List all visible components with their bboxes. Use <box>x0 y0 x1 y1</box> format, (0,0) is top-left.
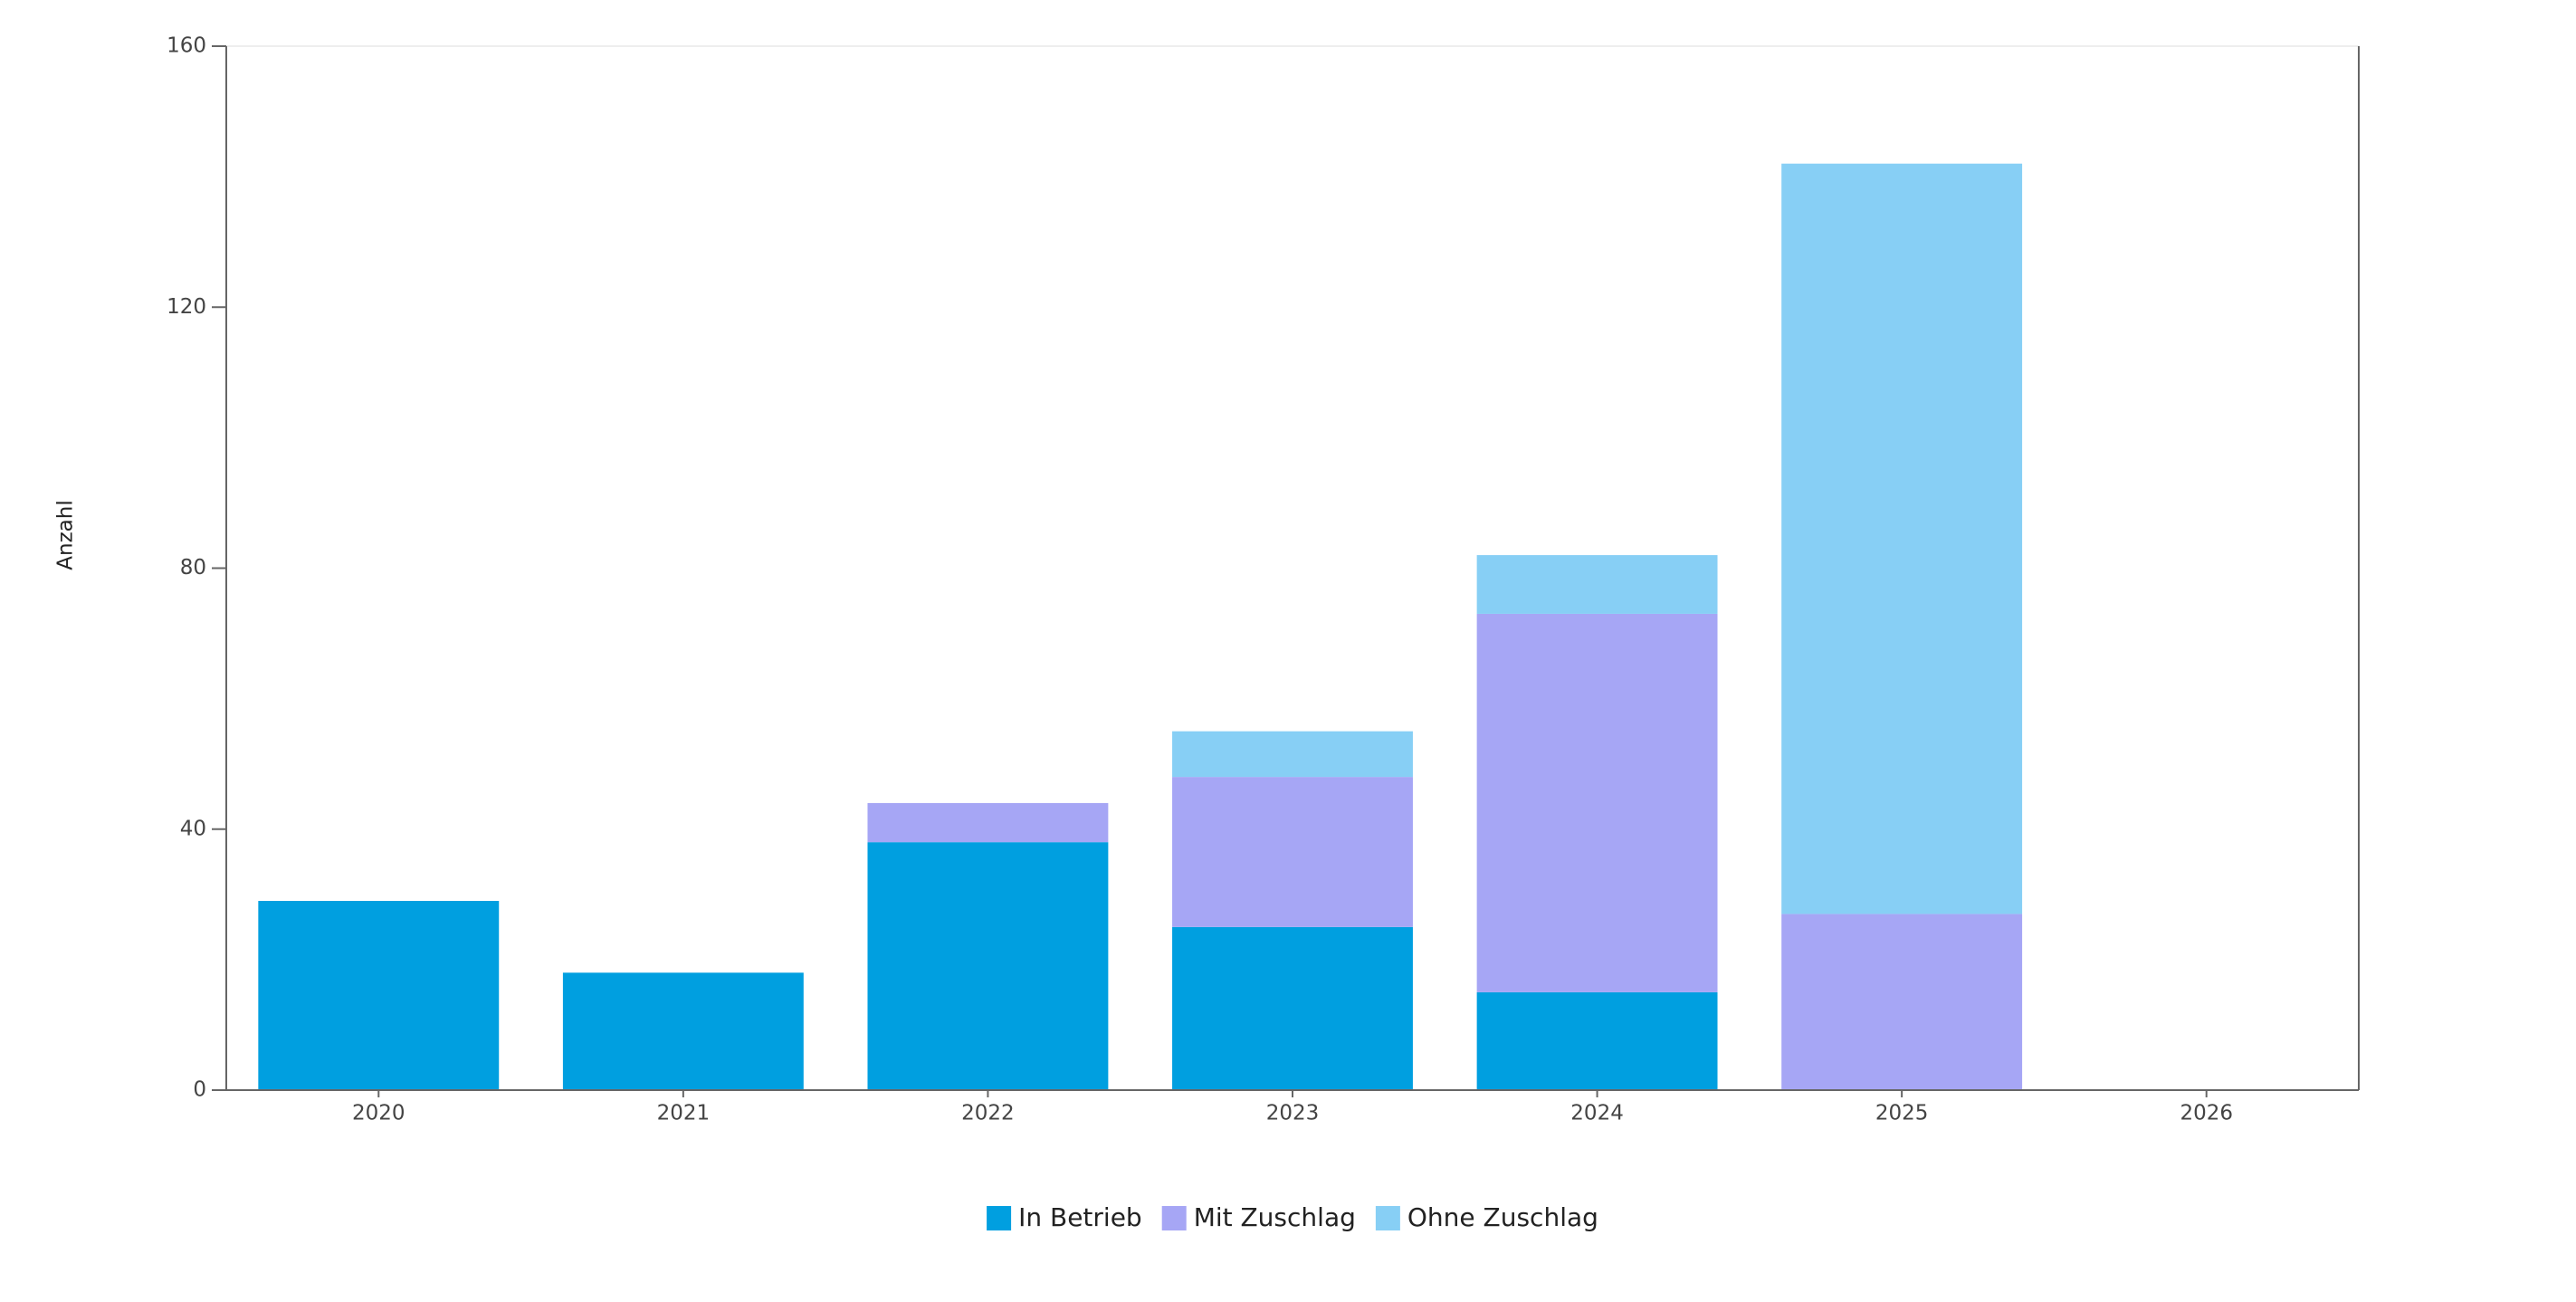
bar-segment <box>258 901 500 1090</box>
legend-swatch <box>987 1206 1012 1230</box>
bar-segment <box>562 972 804 1090</box>
x-tick-label: 2026 <box>2180 1102 2233 1125</box>
bar-segment <box>1476 613 1718 992</box>
legend-label: Mit Zuschlag <box>1194 1202 1356 1232</box>
legend-swatch <box>1375 1206 1400 1230</box>
bar-segment <box>1781 163 2023 914</box>
y-tick-label: 0 <box>193 1078 206 1102</box>
y-tick-label: 160 <box>167 34 206 58</box>
y-tick-label: 80 <box>180 556 206 579</box>
bar-segment <box>1172 731 1413 778</box>
bar-segment <box>867 802 1109 843</box>
y-tick-label: 120 <box>167 295 206 319</box>
y-tick-label: 40 <box>180 817 206 840</box>
x-tick-label: 2025 <box>1875 1102 1929 1125</box>
y-axis-label: Anzahl <box>54 500 78 570</box>
bar-segment <box>1172 777 1413 927</box>
bar-segment <box>1476 991 1718 1090</box>
x-tick-label: 2022 <box>961 1102 1015 1125</box>
x-tick-label: 2023 <box>1266 1102 1320 1125</box>
x-tick-label: 2021 <box>657 1102 711 1125</box>
bar-segment <box>1476 555 1718 614</box>
legend-swatch <box>1161 1206 1187 1230</box>
legend-label: In Betrieb <box>1018 1202 1142 1232</box>
x-tick-label: 2020 <box>352 1102 405 1125</box>
bar-segment <box>1172 926 1413 1090</box>
x-tick-label: 2024 <box>1570 1102 1624 1125</box>
legend-label: Ohne Zuschlag <box>1407 1202 1598 1232</box>
bar-segment <box>1781 914 2023 1090</box>
bar-segment <box>867 842 1109 1090</box>
